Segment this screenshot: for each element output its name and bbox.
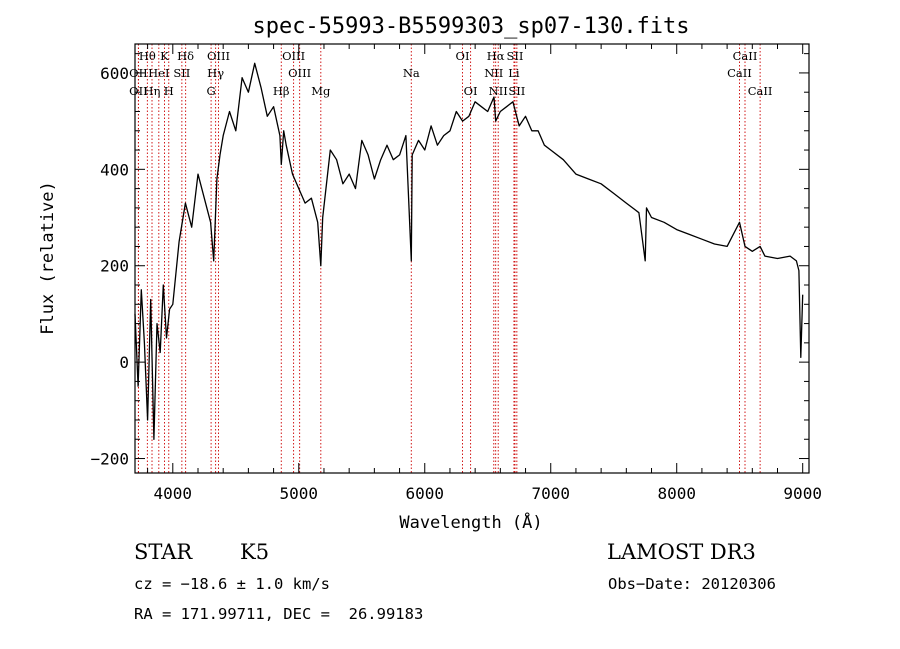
spectral-line-label: Hβ	[273, 84, 290, 98]
spectral-line-label: Na	[403, 66, 420, 80]
redshift-readout: cz = −18.6 ± 1.0 km/s	[134, 575, 330, 593]
plot-frame	[134, 43, 810, 474]
spectral-line-label: Hθ	[139, 49, 156, 63]
x-tick-label: 9000	[783, 484, 822, 503]
y-tick-label: 600	[100, 64, 129, 83]
x-tick-label: 5000	[280, 484, 319, 503]
x-axis-ticks: 4000 5000 6000 7000 8000 9000	[147, 44, 822, 503]
spectral-line-label: SII	[508, 84, 525, 98]
spectral-line-label: NII	[489, 84, 508, 98]
spectral-line-label: CaII	[727, 66, 752, 80]
y-tick-label: 0	[119, 353, 129, 372]
y-axis-ticks: −200 0 200 400 600	[90, 53, 809, 469]
spectral-line-label: OI	[456, 49, 470, 63]
spectral-line-label: Hγ	[207, 66, 224, 80]
spectral-line-label: OIII	[282, 49, 305, 63]
spectral-line-label: H	[164, 84, 174, 98]
obs-date: Obs−Date: 20120306	[608, 575, 776, 593]
spectral-line-label: OIII	[288, 66, 311, 80]
spectral-line-label: K	[160, 49, 169, 63]
x-tick-label: 4000	[154, 484, 193, 503]
spectral-line-label: Hα	[487, 49, 505, 63]
chart-title: spec-55993-B5599303_sp07-130.fits	[252, 14, 689, 39]
x-axis-label: Wavelength (Å)	[399, 511, 542, 533]
spectral-line-label: Hδ	[177, 49, 194, 63]
spectral-line-label: HeI	[148, 66, 169, 80]
spectral-line-label: Mg	[311, 84, 331, 98]
classification: STAR	[134, 540, 193, 564]
spectral-line-label: OII	[129, 84, 148, 98]
spectral-line-label: OI	[464, 84, 478, 98]
spectral-line-label: CaII	[748, 84, 773, 98]
y-tick-label: 400	[100, 160, 129, 179]
spectrum-line	[134, 62, 804, 440]
spectral-line-label: NII	[484, 66, 503, 80]
y-tick-label: 200	[100, 257, 129, 276]
spectral-line-label: OIII	[207, 49, 230, 63]
y-axis-label: Flux (relative)	[38, 181, 58, 335]
spectral-line-label: CaII	[733, 49, 758, 63]
spectral-line-label: Li	[508, 66, 520, 80]
spectral-line-markers	[137, 44, 761, 473]
spectral-line-label: SII	[173, 66, 190, 80]
x-tick-label: 6000	[405, 484, 444, 503]
spectral-line-label: SII	[506, 49, 523, 63]
subclass: K5	[240, 540, 269, 564]
y-tick-label: −200	[90, 450, 129, 469]
survey-name: LAMOST DR3	[607, 540, 756, 564]
spectral-line-label: Hη	[144, 84, 161, 98]
spectrum-series	[134, 62, 804, 440]
coordinates: RA = 171.99711, DEC = 26.99183	[134, 605, 423, 623]
x-tick-label: 7000	[531, 484, 570, 503]
x-tick-label: 8000	[657, 484, 696, 503]
spectral-line-label: G	[206, 84, 215, 98]
